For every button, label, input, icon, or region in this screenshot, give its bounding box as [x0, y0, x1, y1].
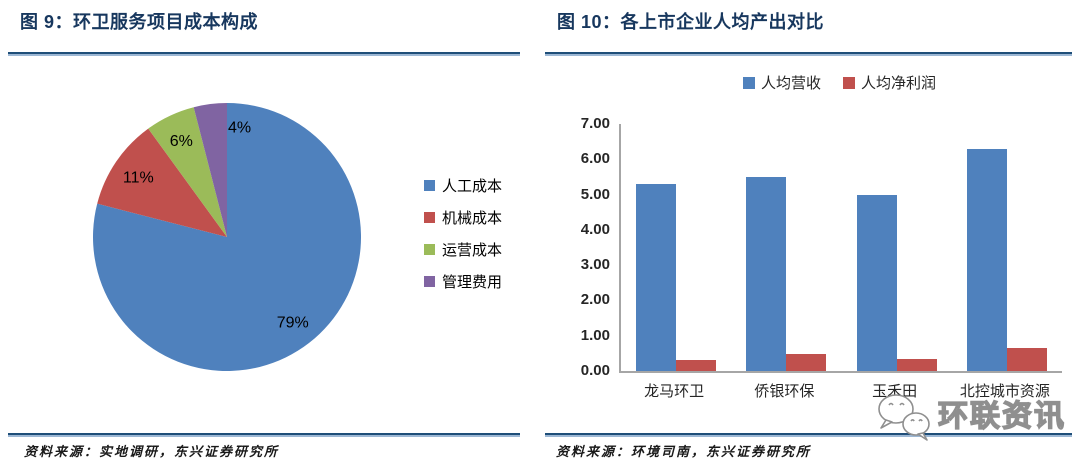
watermark: 环联资讯	[874, 392, 1066, 442]
figure10-title: 图 10：各上市企业人均产出对比	[557, 12, 825, 32]
bar-series1-0	[676, 360, 717, 371]
legend-swatch	[424, 211, 435, 223]
legend-label: 人工成本	[442, 178, 503, 195]
bar-series0-1	[746, 176, 787, 371]
bar-series1-2	[896, 359, 937, 371]
x-axis-category-label: 玉禾田	[872, 384, 918, 400]
bar-series1-1	[786, 354, 827, 371]
pie-slice-1	[97, 128, 228, 237]
y-axis-tick-label: 3.00	[580, 256, 610, 274]
legend-swatch	[742, 76, 755, 89]
figure9-source: 资料来源：实地调研，东兴证券研究所	[24, 444, 280, 459]
figure9-bottom-rule	[8, 433, 520, 435]
y-axis-tick-label: 0.00	[580, 362, 610, 379]
bar-series0-2	[856, 194, 897, 371]
wechat-chat-bubbles-icon	[878, 394, 930, 441]
pie-legend-item-0: 人工成本	[424, 169, 502, 201]
bar-legend: 人均营收 人均净利润	[619, 72, 1060, 93]
y-axis-tick-label: 2.00	[580, 291, 610, 309]
x-axis-category-label: 龙马环卫	[644, 384, 705, 400]
pie-percent-label: 4%	[228, 120, 251, 137]
y-axis-tick-label: 4.00	[580, 220, 610, 238]
pie-legend-item-3: 管理费用	[424, 265, 502, 297]
legend-label: 人均营收	[760, 76, 821, 92]
legend-swatch	[424, 243, 435, 255]
pie-chart-cost-structure: 79% 11% 6% 4%	[93, 103, 362, 371]
bar-chart-per-capita-output	[619, 124, 1062, 373]
figure9-top-rule	[8, 52, 520, 54]
figure10-bottom-rule	[545, 433, 1072, 435]
pie-slice-2	[148, 107, 227, 238]
bar-legend-item-1: 人均净利润	[843, 72, 936, 93]
legend-swatch	[843, 76, 855, 89]
pie-legend-item-1: 机械成本	[424, 201, 502, 233]
pie-percent-label: 11%	[123, 170, 154, 187]
legend-label: 运营成本	[442, 242, 503, 259]
figure10-source: 资料来源：环境司南，东兴证券研究所	[556, 444, 812, 459]
y-axis-tick-label: 1.00	[580, 326, 610, 344]
pie-percent-label: 6%	[170, 133, 193, 150]
bar-series0-3	[966, 148, 1007, 371]
x-axis-category-label: 北控城市资源	[959, 384, 1050, 400]
y-axis-tick-label: 6.00	[580, 150, 610, 168]
pie-percent-label: 79%	[277, 315, 309, 332]
bar-series1-3	[1006, 348, 1047, 371]
legend-swatch	[424, 179, 435, 191]
y-axis-tick-label: 5.00	[580, 185, 610, 203]
pie-slice-0	[93, 103, 362, 371]
legend-label: 人均净利润	[861, 76, 937, 92]
pie-legend: 人工成本机械成本运营成本管理费用	[424, 169, 502, 297]
legend-label: 管理费用	[442, 274, 503, 291]
y-axis-tick-label: 7.00	[580, 115, 610, 132]
pie-legend-item-2: 运营成本	[424, 233, 502, 265]
bar-legend-item-0: 人均营收	[742, 72, 821, 93]
figure10-top-rule	[545, 52, 1072, 54]
legend-label: 机械成本	[442, 210, 503, 227]
bar-series0-0	[636, 184, 677, 371]
pie-slice-3	[193, 103, 227, 237]
legend-swatch	[424, 275, 435, 287]
watermark-text: 环联资讯	[937, 399, 1066, 433]
figure9-title: 图 9：环卫服务项目成本构成	[20, 12, 259, 32]
x-axis-category-label: 侨银环保	[754, 384, 815, 400]
